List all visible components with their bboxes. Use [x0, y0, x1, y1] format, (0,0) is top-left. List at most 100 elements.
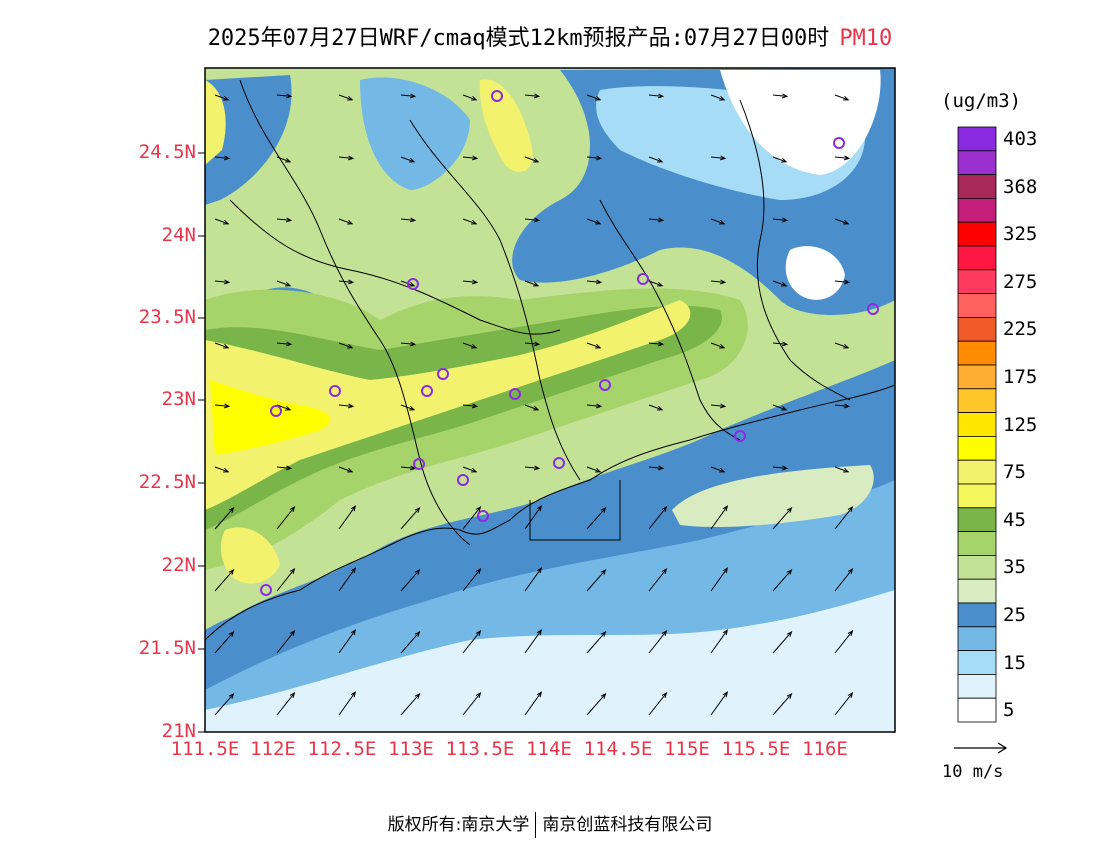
- wind-arrow-head: [289, 568, 296, 575]
- lon-label: 115.5E: [721, 738, 791, 760]
- wind-arrow: [834, 218, 849, 225]
- station-marker: [833, 137, 845, 149]
- north-yellow-ridge: [479, 79, 533, 172]
- wind-arrow: [772, 94, 787, 97]
- wind-arrow-head: [596, 155, 603, 161]
- coastline: [204, 384, 896, 641]
- wind-arrow-head: [595, 96, 602, 101]
- wind-arrow-head: [410, 341, 417, 347]
- station-marker: [437, 368, 449, 380]
- wind-arrow: [710, 404, 725, 407]
- wind-arrow-head: [471, 468, 478, 473]
- sea-pale-zone: [205, 590, 895, 732]
- wind-arrow-head: [600, 506, 607, 513]
- wind-arrow-head: [414, 630, 421, 637]
- colorbar-box: [957, 650, 997, 675]
- wind-arrow-head: [843, 96, 850, 101]
- wind-arrow-head: [596, 403, 603, 409]
- wind-arrow-head: [475, 506, 482, 513]
- wind-arrow: [400, 507, 420, 530]
- wind-arrow-head: [719, 220, 726, 225]
- colorbar-box: [957, 174, 997, 199]
- wind-arrow-head: [414, 506, 421, 513]
- northwest-yellow-zone: [205, 80, 226, 165]
- wind-arrow: [524, 280, 539, 287]
- station-marker: [599, 379, 611, 391]
- wind-arrow: [276, 156, 291, 163]
- wind-arrow-head: [722, 629, 729, 636]
- wind-arrow-head: [657, 158, 664, 163]
- wind-arrow: [834, 692, 853, 716]
- wind-arrow-head: [472, 155, 479, 161]
- pm10-field: [205, 68, 895, 732]
- lon-label: 115E: [664, 738, 710, 760]
- wind-arrow: [524, 629, 542, 654]
- wind-arrow: [524, 342, 539, 345]
- wind-arrow: [276, 692, 295, 716]
- copyright-footer: 版权所有:南京大学 南京创蓝科技有限公司: [0, 810, 1100, 838]
- wind-arrow-head: [722, 505, 729, 512]
- wind-arrow-head: [781, 158, 788, 163]
- wind-arrow: [772, 466, 787, 469]
- wind-arrow: [524, 94, 539, 97]
- wind-arrow: [772, 156, 787, 163]
- wind-arrow: [400, 466, 415, 469]
- wind-arrow-head: [843, 344, 850, 349]
- wind-arrow: [648, 506, 667, 530]
- wind-arrow-head: [348, 403, 355, 409]
- footer-divider: [535, 812, 537, 838]
- wind-arrow: [214, 466, 229, 473]
- wind-arrow-head: [536, 505, 543, 512]
- high-pm-yellow-zone: [205, 300, 691, 510]
- wind-arrow-head: [285, 406, 292, 411]
- colorbar-label: 45: [1003, 508, 1026, 531]
- wind-arrow: [400, 404, 415, 411]
- wind-arrow-head: [600, 568, 607, 575]
- wind-arrow: [276, 466, 291, 469]
- wind-arrow: [710, 342, 725, 349]
- wind-arrow: [214, 404, 229, 407]
- colorbar-box: [957, 340, 997, 366]
- colorbar-label: 368: [1003, 175, 1038, 198]
- wind-arrow-head: [224, 155, 231, 161]
- wind-arrow-head: [536, 567, 543, 574]
- colorbar-label: 5: [1003, 699, 1015, 722]
- wind-arrow: [586, 569, 606, 592]
- wind-arrow-head: [595, 220, 602, 225]
- wind-arrow-head: [533, 158, 540, 163]
- copyright-right: 南京创蓝科技有限公司: [542, 815, 713, 835]
- station-marker: [477, 510, 489, 522]
- wind-arrow-head: [347, 220, 354, 225]
- wind-arrow-head: [289, 506, 296, 513]
- wind-arrow-head: [782, 93, 789, 99]
- wind-arrow: [400, 94, 415, 97]
- wind-arrow-head: [286, 341, 293, 347]
- colorbar-label: 15: [1003, 651, 1026, 674]
- colorbar-box: [957, 531, 997, 556]
- wind-arrow-head: [661, 692, 668, 699]
- wind-arrow-head: [475, 568, 482, 575]
- wind-arrow: [834, 466, 849, 473]
- colorbar-label: 125: [1003, 413, 1038, 436]
- wind-arrow-head: [782, 217, 789, 223]
- wind-arrow-head: [228, 692, 235, 699]
- wind-arrow-head: [658, 341, 665, 347]
- wind-arrow-head: [471, 344, 478, 349]
- wind-arrow: [338, 342, 353, 349]
- wind-arrow: [772, 404, 787, 411]
- lon-label: 112.5E: [307, 738, 377, 760]
- wind-arrow: [834, 156, 849, 159]
- colorbar-box: [957, 435, 997, 461]
- wind-arrow-head: [719, 468, 726, 473]
- wind-arrow: [214, 507, 234, 530]
- wind-arrow-head: [847, 506, 854, 513]
- wind-arrow-head: [409, 406, 416, 411]
- wind-arrow: [214, 569, 234, 592]
- wind-arrow: [772, 507, 792, 530]
- wind-arrow: [586, 94, 601, 101]
- wind-arrow: [524, 218, 539, 221]
- wind-arrow: [338, 156, 353, 159]
- title-variable: PM10: [839, 26, 893, 51]
- wind-arrow-head: [786, 692, 793, 699]
